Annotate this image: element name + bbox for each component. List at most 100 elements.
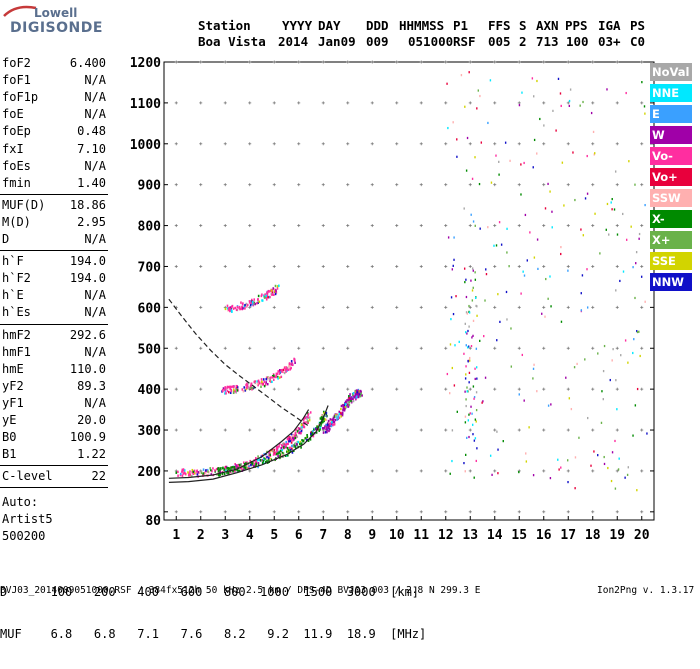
echo-point	[221, 389, 224, 392]
echo-point	[278, 372, 281, 375]
x-tick-label: 14	[487, 528, 503, 543]
echo-point	[276, 285, 279, 288]
echo-point	[236, 305, 239, 309]
echo-point	[238, 306, 240, 310]
echo-point	[224, 392, 226, 395]
echo-point	[278, 284, 280, 287]
echo-point	[242, 468, 245, 471]
noise-point	[605, 228, 607, 231]
noise-point	[452, 312, 455, 316]
echo-point	[240, 466, 243, 470]
noise-point	[451, 429, 454, 432]
echo-point	[276, 372, 279, 375]
echo-point	[323, 419, 325, 423]
noise-point	[561, 161, 564, 164]
echo-point	[289, 436, 292, 440]
noise-point	[593, 450, 595, 453]
echo-point	[274, 451, 277, 455]
echo-point	[287, 450, 290, 453]
echo-point	[262, 383, 264, 386]
echo-point	[288, 365, 290, 368]
echo-point	[229, 385, 231, 388]
echo-point	[295, 428, 297, 431]
header-label-4: HHMMSS	[399, 18, 445, 33]
echo-point	[235, 464, 237, 467]
param-label: D	[2, 232, 10, 246]
noise-point	[622, 270, 625, 273]
noise-point	[533, 95, 535, 98]
noise-point	[638, 237, 640, 240]
legend-item-noval: NoVal	[650, 63, 692, 81]
param-label: h`F2	[2, 271, 31, 286]
echo-point	[307, 439, 310, 442]
noise-point	[560, 320, 563, 323]
echo-point	[279, 454, 281, 458]
noise-point	[474, 367, 476, 370]
echo-point	[191, 468, 194, 472]
echo-point	[251, 462, 254, 465]
echo-point	[262, 462, 265, 465]
echo-point	[282, 446, 285, 449]
param-label: M(D)	[2, 214, 31, 229]
echo-point	[229, 387, 232, 391]
param-label: h`F	[2, 254, 24, 269]
echo-point	[344, 403, 347, 406]
echo-point	[284, 454, 287, 457]
noise-point	[474, 418, 477, 421]
echo-point	[233, 388, 235, 392]
echo-point	[182, 472, 185, 475]
echo-point	[281, 451, 284, 455]
echo-point	[308, 416, 311, 419]
echo-point	[180, 472, 182, 476]
echo-point	[282, 444, 285, 447]
echo-point	[292, 434, 295, 437]
noise-point	[644, 300, 646, 303]
noise-point	[547, 182, 549, 186]
echo-point	[268, 295, 270, 299]
echo-point	[187, 471, 189, 474]
echo-point	[280, 446, 283, 450]
noise-point	[465, 404, 467, 408]
noise-point	[590, 111, 593, 115]
param-value: N/A	[84, 73, 106, 88]
echo-point	[328, 429, 330, 433]
echo-point	[224, 307, 227, 311]
noise-point	[544, 207, 547, 210]
echo-point	[191, 471, 194, 474]
echo-point	[223, 388, 226, 391]
noise-point	[467, 359, 469, 363]
echo-point	[348, 403, 351, 406]
echo-point	[252, 460, 254, 464]
echo-point	[270, 289, 273, 292]
echo-point	[307, 420, 309, 423]
header-label-11: PS	[630, 18, 646, 33]
noise-point	[479, 339, 481, 342]
echo-point	[239, 307, 241, 311]
echo-point	[349, 397, 352, 401]
noise-point	[634, 296, 636, 300]
param-value: 0.48	[77, 124, 106, 139]
echo-point	[354, 396, 357, 399]
echo-point	[228, 308, 230, 312]
echo-point	[304, 437, 307, 440]
echo-point	[354, 394, 356, 397]
echo-point	[290, 433, 293, 436]
param-value: 1.40	[77, 175, 106, 190]
noise-point	[451, 366, 454, 370]
legend-item-w: W	[650, 126, 692, 144]
echo-point	[200, 471, 203, 475]
echo-point	[222, 387, 225, 390]
echo-point	[263, 452, 265, 456]
echo-point	[277, 452, 279, 455]
noise-point	[468, 71, 470, 74]
noise-point	[606, 202, 609, 206]
noise-point	[502, 440, 504, 443]
echo-point	[321, 414, 323, 417]
echo-point	[273, 293, 275, 297]
noise-point	[587, 416, 589, 420]
echo-point	[288, 438, 291, 441]
echo-point	[294, 444, 297, 448]
echo-point	[302, 424, 305, 428]
echo-point	[319, 426, 322, 429]
noise-point	[497, 472, 499, 475]
